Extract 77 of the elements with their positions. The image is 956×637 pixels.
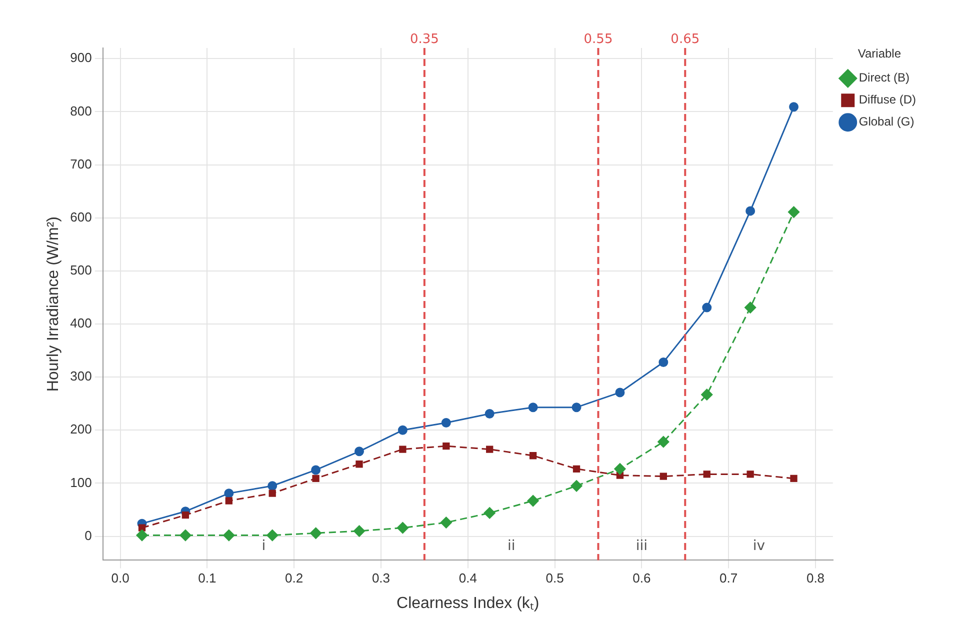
- annotation: iii: [636, 538, 648, 554]
- point: [312, 474, 320, 482]
- x-tick-label: 0.6: [632, 570, 651, 586]
- point: [266, 530, 278, 542]
- point: [789, 102, 799, 112]
- point: [268, 490, 276, 497]
- x-tick-label: 0.8: [806, 570, 825, 586]
- point: [224, 488, 234, 498]
- legend-label: Direct (B): [858, 70, 910, 85]
- y-tick-label: 200: [70, 422, 92, 437]
- y-tick-label: 400: [70, 316, 92, 331]
- point: [528, 402, 538, 412]
- point: [136, 530, 148, 542]
- legend-title: Variable: [858, 46, 902, 60]
- point: [703, 470, 710, 478]
- point: [658, 436, 670, 448]
- y-tick-label: 900: [70, 50, 92, 66]
- x-tick-label: 0.1: [198, 570, 216, 586]
- point: [746, 206, 756, 216]
- point: [311, 465, 321, 475]
- point: [790, 474, 798, 482]
- x-tick-label: 0.2: [285, 570, 304, 586]
- point: [570, 480, 582, 492]
- point: [310, 527, 322, 539]
- point: [484, 507, 496, 519]
- point: [356, 460, 363, 468]
- point: [658, 357, 668, 367]
- point: [442, 442, 450, 450]
- x-tick-label: 0.3: [372, 570, 390, 586]
- point: [572, 465, 580, 472]
- point: [354, 446, 364, 456]
- point: [225, 497, 232, 504]
- point: [572, 402, 582, 412]
- y-tick-label: 800: [70, 103, 92, 118]
- x-tick-label: 0.5: [546, 570, 564, 586]
- y-tick-label: 500: [70, 262, 92, 278]
- point: [354, 525, 366, 537]
- point: [746, 470, 754, 478]
- point: [744, 302, 756, 314]
- point: [182, 512, 190, 519]
- point: [527, 495, 539, 507]
- point: [138, 524, 146, 532]
- x-tick-label: 0.0: [111, 570, 130, 586]
- point: [268, 481, 278, 491]
- point: [788, 206, 800, 218]
- point: [660, 472, 667, 480]
- point: [396, 522, 408, 534]
- point: [529, 452, 537, 460]
- point: [441, 418, 451, 428]
- point: [486, 446, 494, 453]
- ref-line-label: 0.65: [670, 32, 700, 47]
- y-axis-title: Hourly Irradiance (W/m²): [45, 216, 62, 392]
- annotation: i: [262, 538, 266, 554]
- point: [440, 516, 452, 528]
- legend-label: Diffuse (D): [858, 92, 916, 107]
- y-tick-label: 600: [70, 209, 92, 224]
- x-axis-title: Clearness Index (kₜ): [396, 594, 540, 612]
- x-tick-label: 0.7: [720, 570, 738, 586]
- ref-line-label: 0.55: [584, 32, 613, 47]
- point: [223, 530, 235, 542]
- point: [398, 425, 408, 435]
- x-tick-label: 0.4: [458, 570, 477, 586]
- y-tick-label: 100: [70, 474, 92, 490]
- ref-line-label: 0.35: [410, 32, 439, 47]
- point: [399, 446, 406, 453]
- annotation: iv: [752, 538, 766, 554]
- y-tick-label: 700: [70, 156, 92, 172]
- y-tick-label: 300: [70, 368, 92, 384]
- point: [484, 408, 494, 418]
- annotation: ii: [507, 538, 516, 554]
- point: [702, 302, 712, 312]
- point: [615, 388, 625, 398]
- y-tick-label: 0: [84, 528, 92, 543]
- legend-label: Global (G): [858, 114, 914, 129]
- point: [701, 388, 713, 400]
- point: [180, 530, 192, 542]
- point: [614, 463, 626, 475]
